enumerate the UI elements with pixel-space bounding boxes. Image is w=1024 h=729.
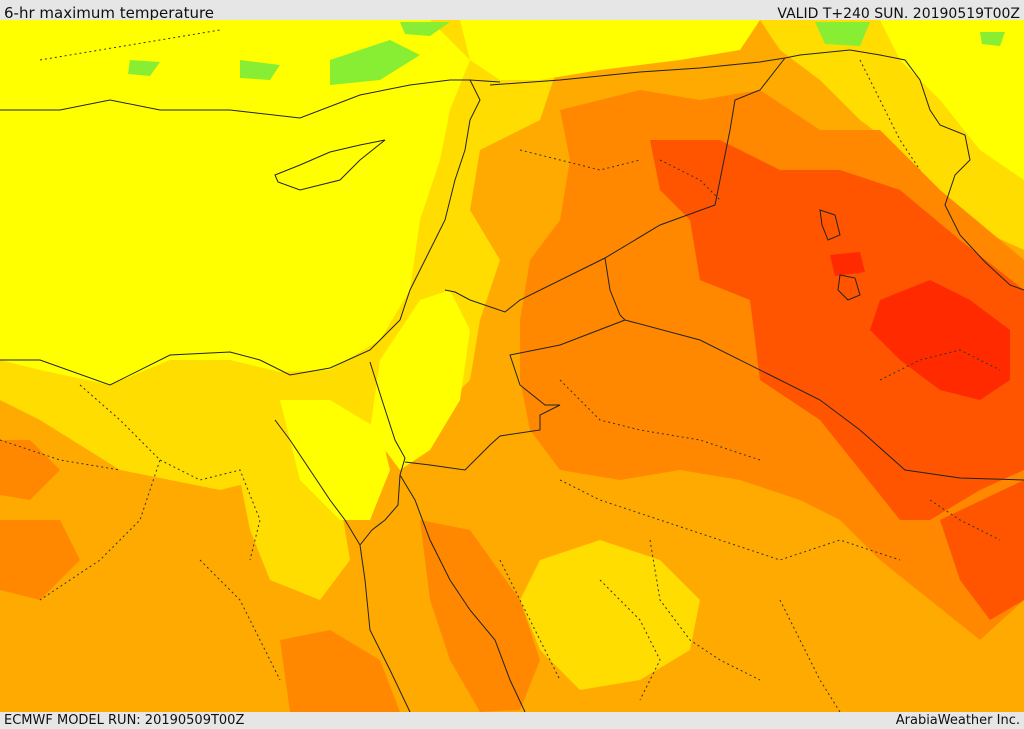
- temp-band-cool-1: [330, 40, 420, 85]
- temp-band-4-sw: [0, 520, 80, 600]
- border-jordan-saudi: [404, 257, 626, 471]
- temp-band-cool-2: [240, 60, 280, 80]
- coastline-turkey: [0, 79, 501, 119]
- temp-band-cool-5: [980, 32, 1005, 46]
- temp-band-cool-3: [400, 22, 450, 36]
- cyprus: [274, 139, 386, 191]
- temp-band-2-arabia: [520, 540, 700, 690]
- coastline-gulf-suez: [359, 474, 401, 546]
- border-egypt-israel: [369, 361, 406, 476]
- header-bar: 6-hr maximum temperature VALID T+240 SUN…: [0, 0, 1024, 22]
- coastline-red-sea-east: [399, 474, 526, 712]
- footer-bar: ECMWF MODEL RUN: 20190509T00Z ArabiaWeat…: [0, 712, 1024, 729]
- temp-band-4-south: [280, 630, 400, 712]
- valid-time: VALID T+240 SUN. 20190519T00Z: [777, 6, 1020, 22]
- coastline-red-sea-west: [274, 419, 411, 712]
- lake-tharthar: [819, 209, 841, 241]
- temp-band-4-coast: [420, 520, 540, 712]
- credit: ArabiaWeather Inc.: [895, 713, 1020, 728]
- temp-band-1-northeast: [880, 20, 1024, 180]
- temp-band-cool-6: [128, 60, 160, 76]
- temp-band-1-north: [460, 20, 760, 80]
- temp-band-5: [650, 140, 1024, 520]
- temp-band-1-sinai: [280, 400, 390, 520]
- provincial-boundaries: [0, 29, 1001, 712]
- lake-razazah: [837, 274, 861, 301]
- temp-band-6: [870, 280, 1010, 400]
- border-syria-iraq: [444, 57, 786, 313]
- temp-band-6-patch: [830, 252, 865, 276]
- border-iraq-saudi: [624, 319, 1024, 481]
- temp-band-1-levant: [370, 290, 470, 470]
- temp-band-4-egypt: [0, 440, 60, 500]
- temp-band-5-se: [940, 480, 1024, 620]
- temp-band-1: [0, 20, 470, 385]
- map-title: 6-hr maximum temperature: [4, 4, 215, 22]
- border-iraq-iran: [799, 49, 1024, 291]
- temperature-map[interactable]: [0, 20, 1024, 712]
- political-borders: [0, 49, 1024, 712]
- coastline-mediterranean: [0, 79, 481, 386]
- model-run: ECMWF MODEL RUN: 20190509T00Z: [4, 713, 245, 728]
- temp-band-cool-4: [815, 22, 870, 46]
